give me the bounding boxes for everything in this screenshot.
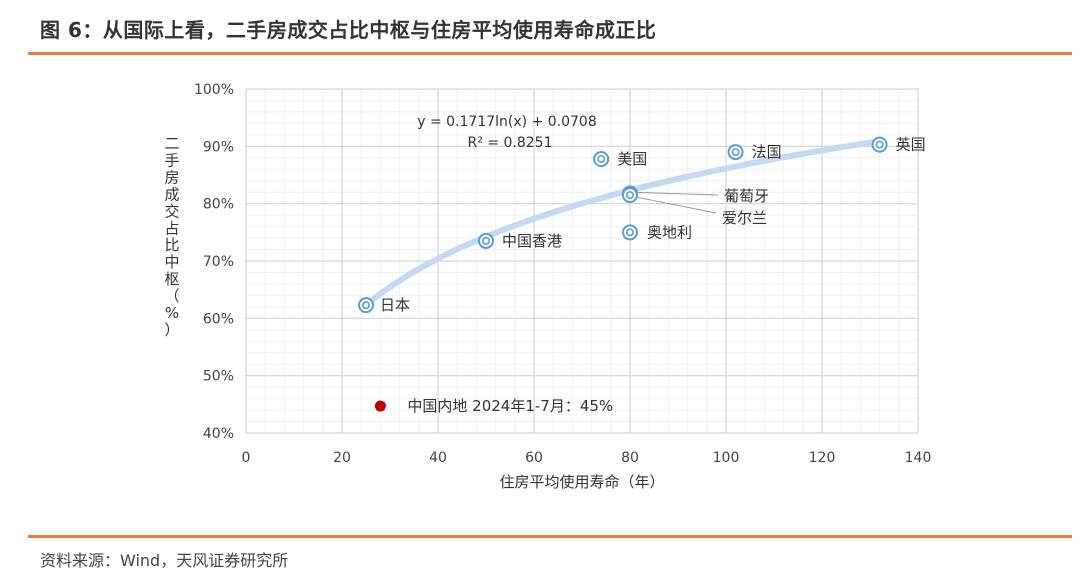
major-grid (245, 88, 919, 434)
point-label: 葡萄牙 (724, 187, 769, 205)
point-label: 奥地利 (647, 223, 692, 241)
highlight-label: 中国内地 2024年1-7月：45% (407, 397, 613, 415)
point-label: 爱尔兰 (722, 209, 767, 227)
x-tick-label: 0 (242, 450, 251, 466)
y-tick-label: 90% (203, 139, 234, 155)
y-tick-label: 100% (194, 82, 234, 98)
data-point-inner (481, 236, 490, 245)
point-label: 日本 (380, 296, 410, 314)
y-tick-label: 60% (203, 311, 234, 327)
leader-line (635, 196, 717, 214)
point-label: 法国 (752, 143, 782, 161)
source-note: 资料来源：Wind，天风证券研究所 (40, 551, 289, 570)
y-tick-label: 70% (203, 254, 234, 270)
trend-r2: R² = 0.8251 (468, 135, 553, 151)
highlight-point (374, 400, 386, 412)
data-point-inner (361, 301, 370, 310)
y-axis-label: 二手房成交占比中枢（%） (164, 135, 179, 339)
x-tick-label: 60 (525, 450, 543, 466)
leader-line (635, 191, 719, 196)
bottom-rule (28, 535, 1072, 538)
point-label: 英国 (896, 136, 926, 154)
point-label: 中国香港 (502, 232, 562, 250)
figure-title: 图 6：从国际上看，二手房成交占比中枢与住房平均使用寿命成正比 (40, 18, 657, 42)
y-tick-label: 40% (203, 426, 234, 442)
data-point-inner (875, 140, 884, 149)
trend-equation: y = 0.1717ln(x) + 0.0708 (417, 114, 597, 130)
x-tick-label: 20 (333, 450, 351, 466)
point-label: 美国 (617, 150, 647, 168)
data-point-inner (625, 191, 634, 200)
x-tick-label: 40 (429, 450, 447, 466)
x-tick-label: 100 (713, 450, 740, 466)
top-rule (28, 52, 1072, 55)
x-axis-label: 住房平均使用寿命（年） (499, 473, 664, 491)
y-tick-label: 80% (203, 197, 234, 213)
x-tick-label: 140 (905, 450, 932, 466)
data-point-inner (625, 228, 634, 237)
scatter-chart: 0 20 40 60 80 100 120 140 40% 50% 60% 70% 80% 90% 100%… (164, 82, 931, 491)
x-tick-label: 120 (809, 450, 836, 466)
data-point-inner (731, 148, 740, 157)
data-point-inner (597, 154, 606, 163)
y-tick-label: 50% (203, 369, 234, 385)
x-tick-label: 80 (621, 450, 639, 466)
tick-labels: 0 20 40 60 80 100 120 140 40% 50% 60% 70% 80% 90% 100% (194, 82, 931, 466)
